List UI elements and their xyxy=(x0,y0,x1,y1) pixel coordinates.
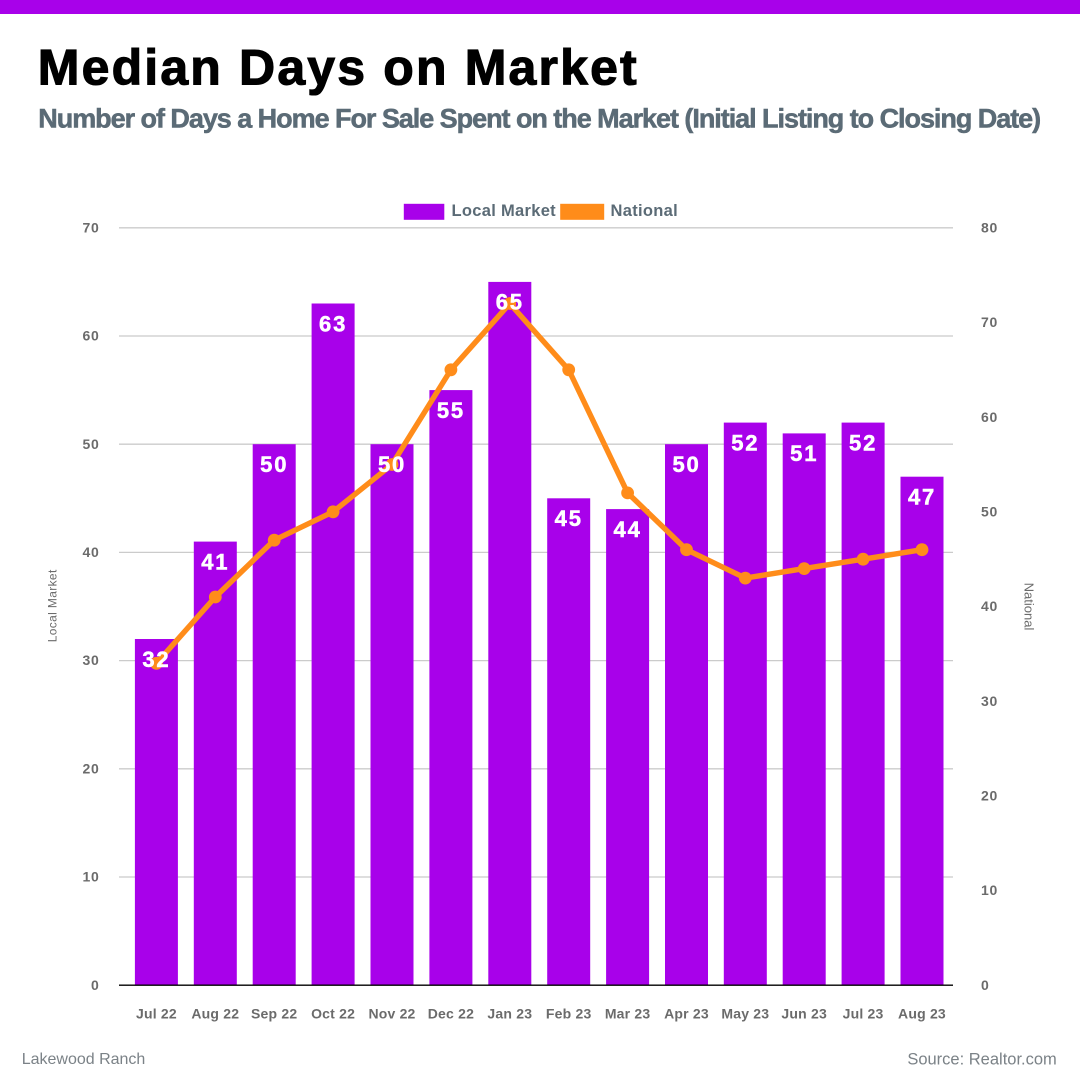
svg-text:41: 41 xyxy=(201,549,229,574)
svg-text:Jan 23: Jan 23 xyxy=(487,1006,532,1022)
svg-text:32: 32 xyxy=(142,647,170,672)
svg-text:Nov 22: Nov 22 xyxy=(368,1006,415,1022)
svg-text:0: 0 xyxy=(981,977,990,993)
svg-text:Oct 22: Oct 22 xyxy=(311,1006,355,1022)
svg-text:55: 55 xyxy=(437,398,465,423)
svg-text:50: 50 xyxy=(672,452,700,477)
svg-text:Apr 23: Apr 23 xyxy=(664,1006,709,1022)
svg-text:Lakewood Ranch: Lakewood Ranch xyxy=(22,1051,146,1068)
svg-text:44: 44 xyxy=(614,517,642,542)
svg-text:52: 52 xyxy=(849,430,877,455)
svg-text:Dec 22: Dec 22 xyxy=(428,1006,474,1022)
svg-text:Sep 22: Sep 22 xyxy=(251,1006,297,1022)
svg-text:60: 60 xyxy=(83,328,100,344)
svg-text:Aug 23: Aug 23 xyxy=(898,1006,946,1022)
svg-text:Aug 22: Aug 22 xyxy=(191,1006,239,1022)
svg-text:40: 40 xyxy=(83,544,100,560)
svg-text:30: 30 xyxy=(981,693,998,709)
svg-text:40: 40 xyxy=(981,598,998,614)
svg-text:50: 50 xyxy=(378,452,406,477)
svg-text:Jun 23: Jun 23 xyxy=(781,1006,827,1022)
svg-text:Mar 23: Mar 23 xyxy=(605,1006,651,1022)
svg-text:May 23: May 23 xyxy=(721,1006,769,1022)
svg-text:Median Days on Market: Median Days on Market xyxy=(38,40,639,96)
svg-text:20: 20 xyxy=(981,788,998,804)
svg-text:50: 50 xyxy=(260,452,288,477)
svg-text:Number of Days a Home For Sale: Number of Days a Home For Sale Spent on … xyxy=(38,104,1040,134)
svg-text:10: 10 xyxy=(981,882,998,898)
svg-text:45: 45 xyxy=(555,506,583,531)
svg-text:National: National xyxy=(611,202,679,220)
svg-text:63: 63 xyxy=(319,311,347,336)
svg-text:Feb 23: Feb 23 xyxy=(546,1006,592,1022)
svg-text:Local Market: Local Market xyxy=(46,569,60,642)
svg-text:51: 51 xyxy=(790,441,818,466)
svg-text:47: 47 xyxy=(908,485,936,510)
svg-text:52: 52 xyxy=(731,430,759,455)
svg-text:Source: Realtor.com: Source: Realtor.com xyxy=(907,1051,1056,1069)
svg-text:National: National xyxy=(1021,583,1036,631)
svg-text:60: 60 xyxy=(981,409,998,425)
svg-text:Local Market: Local Market xyxy=(452,202,557,220)
svg-text:65: 65 xyxy=(496,290,524,315)
svg-text:Jul 22: Jul 22 xyxy=(136,1006,177,1022)
svg-text:80: 80 xyxy=(981,219,998,235)
svg-text:70: 70 xyxy=(981,314,998,330)
svg-text:50: 50 xyxy=(981,503,998,519)
svg-text:30: 30 xyxy=(83,652,100,668)
svg-text:20: 20 xyxy=(83,760,100,776)
svg-text:Jul 23: Jul 23 xyxy=(843,1006,884,1022)
svg-text:50: 50 xyxy=(83,436,100,452)
svg-text:10: 10 xyxy=(83,869,100,885)
svg-text:0: 0 xyxy=(91,977,100,993)
svg-text:70: 70 xyxy=(83,219,100,235)
